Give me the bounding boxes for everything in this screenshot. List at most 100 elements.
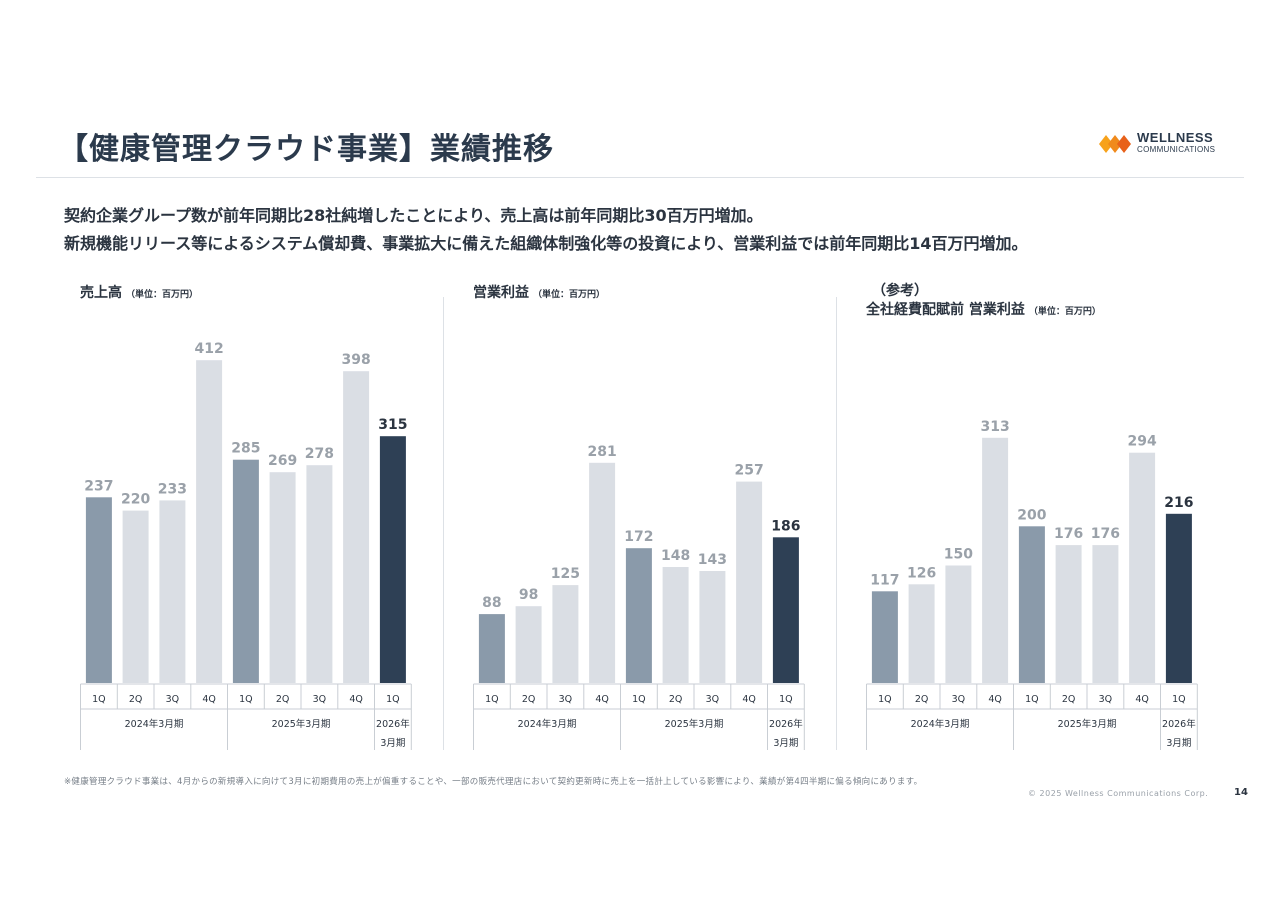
data-label: 269: [268, 453, 297, 469]
bar: [478, 614, 505, 683]
bar: [1129, 452, 1156, 683]
tick-label: 3Q: [313, 694, 327, 705]
chart-title-text: 売上高: [80, 285, 122, 301]
tick-label: 2Q: [1062, 694, 1076, 705]
chart-unit: （単位：百万円）: [533, 290, 606, 300]
period-label: 2026年: [769, 718, 803, 730]
data-label: 398: [341, 352, 370, 368]
data-label: 313: [980, 419, 1009, 435]
bar: [85, 497, 112, 683]
company-logo: WELLNESS COMMUNICATIONS: [1097, 130, 1237, 160]
tick-label: 2Q: [129, 694, 143, 705]
logo-subtext: COMMUNICATIONS: [1137, 145, 1216, 154]
bar: [306, 465, 333, 683]
data-label: 148: [661, 548, 690, 564]
bar: [699, 571, 726, 683]
lead-text-1: 契約企業グループ数が前年同期比28社純増したことにより、売上高は前年同期比30百…: [64, 206, 763, 225]
bar: [159, 500, 186, 683]
chart-divider: [443, 297, 444, 750]
page-title: 【健康管理クラウド事業】業績推移: [58, 132, 554, 167]
bar: [515, 606, 542, 683]
data-label: 315: [378, 417, 407, 433]
period-label: 2025年3月期: [665, 718, 724, 730]
period-label: 3月期: [773, 738, 798, 749]
data-label: 126: [907, 565, 936, 581]
tick-label: 1Q: [632, 694, 646, 705]
tick-label: 1Q: [239, 694, 253, 705]
tick-label: 4Q: [349, 694, 363, 705]
chart-unit: （単位：百万円）: [126, 290, 199, 300]
bar: [269, 472, 296, 683]
period-label: 2026年: [1162, 718, 1196, 730]
logo-mark-icon: [1099, 135, 1131, 153]
tick-label: 3Q: [166, 694, 180, 705]
tick-label: 4Q: [742, 694, 756, 705]
tick-label: 3Q: [706, 694, 720, 705]
bar: [871, 591, 898, 683]
bar: [908, 584, 935, 683]
data-label: 125: [551, 566, 580, 582]
data-label: 281: [587, 444, 616, 460]
tick-label: 2Q: [276, 694, 290, 705]
chart-title-text: 全社経費配賦前 営業利益: [866, 302, 1025, 318]
data-label: 176: [1091, 526, 1120, 542]
tick-label: 1Q: [386, 694, 400, 705]
chart-divider: [836, 297, 837, 750]
bar: [662, 567, 689, 683]
data-label: 150: [944, 547, 973, 563]
data-label: 285: [231, 441, 260, 457]
tick-label: 1Q: [779, 694, 793, 705]
data-label: 294: [1127, 434, 1156, 450]
bar: [589, 462, 616, 683]
period-label: 3月期: [1166, 738, 1191, 749]
bar: [343, 371, 370, 683]
tick-label: 2Q: [522, 694, 536, 705]
header-rule: [36, 177, 1244, 178]
bar: [196, 360, 223, 683]
copyright: © 2025 Wellness Communications Corp.: [1028, 789, 1209, 798]
data-label: 412: [194, 341, 223, 357]
tick-label: 1Q: [485, 694, 499, 705]
lead-text-2: 新規機能リリース等によるシステム償却費、事業拡大に備えた組織体制強化等の投資によ…: [64, 234, 1028, 253]
bar: [772, 537, 799, 683]
period-label: 2024年3月期: [518, 718, 577, 730]
period-label: 3月期: [380, 738, 405, 749]
tick-label: 1Q: [92, 694, 106, 705]
period-label: 2024年3月期: [911, 718, 970, 730]
bar: [945, 565, 972, 683]
period-label: 2025年3月期: [1058, 718, 1117, 730]
bar: [552, 585, 579, 683]
tick-label: 1Q: [878, 694, 892, 705]
page-number: 14: [1234, 787, 1248, 798]
chart-title-operating-profit: 営業利益 （単位：百万円）: [473, 284, 605, 305]
chart-title-pre-allocation-profit: 全社経費配賦前 営業利益 （単位：百万円）: [866, 301, 1101, 322]
chart-title-sales: 売上高 （単位：百万円）: [80, 284, 198, 305]
chart-title-text: 営業利益: [473, 285, 529, 301]
period-label: 2025年3月期: [272, 718, 331, 730]
data-label: 117: [870, 572, 899, 588]
bar: [232, 459, 259, 683]
data-label: 237: [84, 478, 113, 494]
data-label: 172: [624, 529, 653, 545]
tick-label: 2Q: [669, 694, 683, 705]
data-label: 233: [158, 481, 187, 497]
bar: [1018, 526, 1045, 683]
data-label: 176: [1054, 526, 1083, 542]
data-label: 98: [519, 587, 538, 603]
period-label: 2024年3月期: [125, 718, 184, 730]
tick-label: 4Q: [1135, 694, 1149, 705]
data-label: 200: [1017, 507, 1046, 523]
tick-label: 4Q: [202, 694, 216, 705]
bar: [982, 437, 1009, 683]
data-label: 88: [482, 595, 501, 611]
data-label: 143: [698, 552, 727, 568]
data-label: 186: [771, 518, 800, 534]
logo-wordmark: WELLNESS: [1137, 130, 1214, 145]
bar: [625, 548, 652, 683]
footnote: ※健康管理クラウド事業は、4月からの新規導入に向けて3月に初期費用の売上が偏重す…: [64, 777, 923, 787]
data-label: 278: [305, 446, 334, 462]
bar: [1055, 545, 1082, 683]
period-label: 2026年: [376, 718, 410, 730]
bar: [736, 481, 763, 683]
